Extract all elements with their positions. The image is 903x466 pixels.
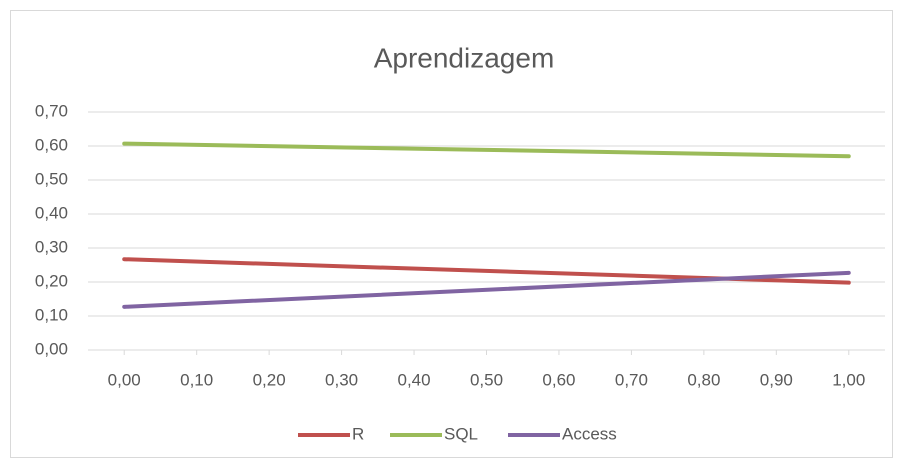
x-tick-label: 0,70 <box>615 370 648 389</box>
y-tick-label: 0,70 <box>35 101 68 120</box>
x-tick-label: 0,30 <box>325 370 358 389</box>
legend-label: R <box>352 424 364 443</box>
x-tick-label: 0,80 <box>687 370 720 389</box>
x-tick-label: 0,10 <box>180 370 213 389</box>
chart-title: Aprendizagem <box>374 42 555 73</box>
legend-label: Access <box>562 424 617 443</box>
x-tick-label: 0,00 <box>108 370 141 389</box>
legend-label: SQL <box>444 424 478 443</box>
y-tick-label: 0,50 <box>35 169 68 188</box>
x-tick-label: 0,40 <box>397 370 430 389</box>
y-tick-label: 0,40 <box>35 203 68 222</box>
y-tick-label: 0,60 <box>35 135 68 154</box>
y-tick-label: 0,10 <box>35 305 68 324</box>
x-tick-label: 0,20 <box>253 370 286 389</box>
x-tick-label: 0,50 <box>470 370 503 389</box>
x-tick-label: 1,00 <box>832 370 865 389</box>
series-line <box>122 141 851 159</box>
x-tick-label: 0,90 <box>760 370 793 389</box>
chart-border <box>10 10 893 458</box>
series-line <box>122 270 851 309</box>
y-tick-label: 0,20 <box>35 271 68 290</box>
x-tick-label: 0,60 <box>542 370 575 389</box>
y-tick-label: 0,30 <box>35 237 68 256</box>
y-tick-label: 0,00 <box>35 339 68 358</box>
